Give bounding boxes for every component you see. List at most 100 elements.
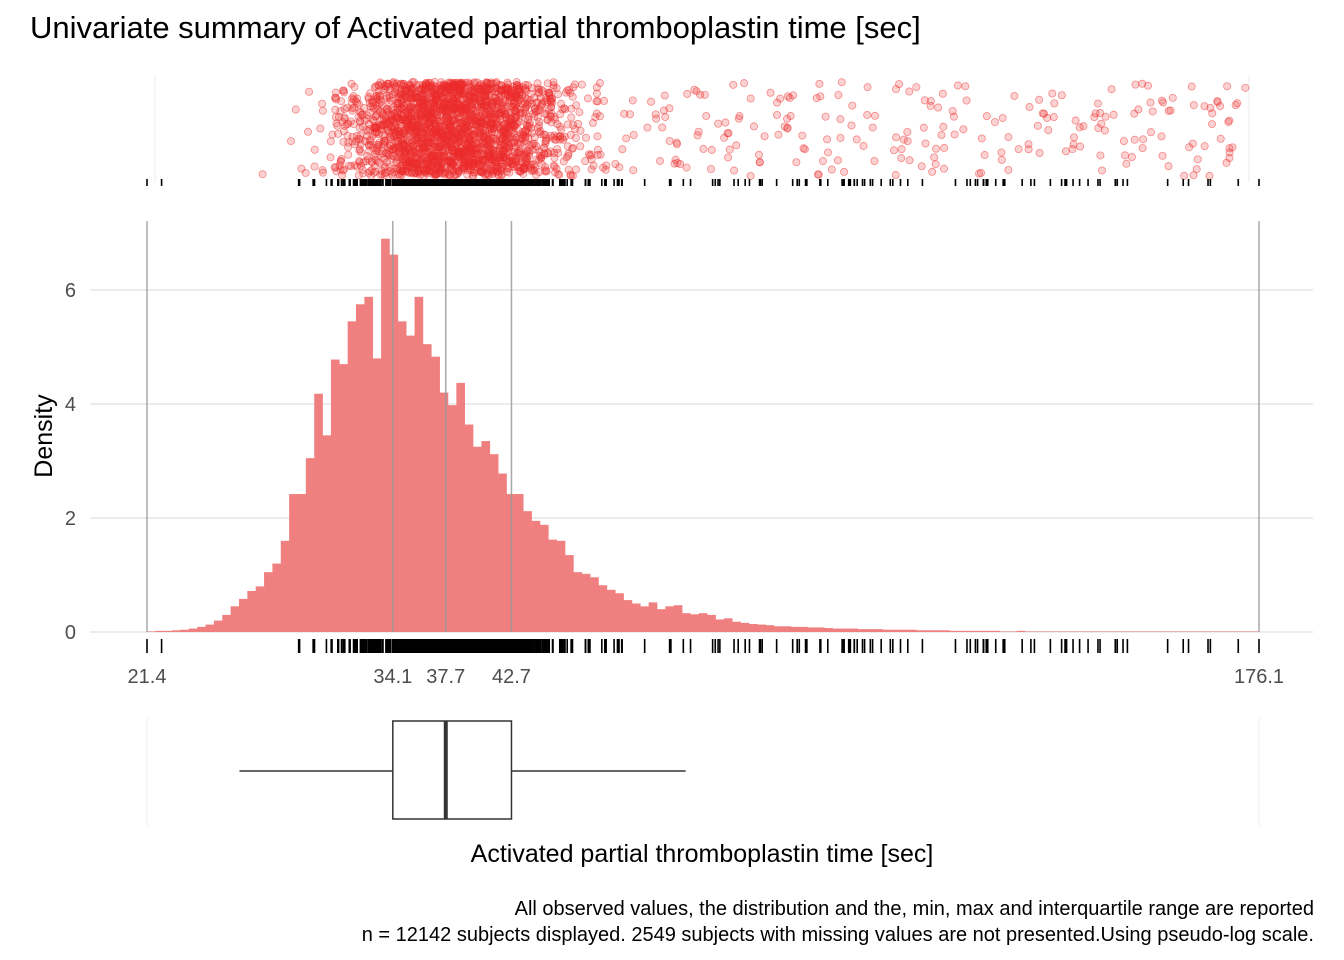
jitter-point — [328, 130, 337, 139]
jitter-point — [611, 159, 620, 168]
jitter-point — [912, 83, 921, 92]
histogram-bar — [949, 630, 959, 632]
jitter-point — [724, 153, 733, 162]
jitter-point — [451, 152, 460, 161]
histogram-bar — [748, 624, 758, 632]
jitter-point — [863, 110, 872, 119]
histogram-bar — [1108, 631, 1118, 632]
jitter-point — [903, 128, 912, 137]
jitter-point — [411, 94, 420, 103]
histogram-bar — [339, 364, 348, 632]
jitter-point — [564, 165, 573, 174]
jitter-point — [375, 95, 384, 104]
y-tick-label: 2 — [65, 508, 76, 530]
jitter-point — [953, 81, 962, 90]
jitter-point — [406, 103, 415, 112]
jitter-point — [533, 123, 542, 132]
histogram-bar — [205, 624, 215, 632]
jitter-point — [350, 82, 359, 91]
jitter-point — [940, 143, 949, 152]
jitter-point — [423, 147, 432, 156]
histogram-bar — [1242, 631, 1251, 632]
jitter-point — [348, 106, 357, 115]
jitter-point — [509, 103, 518, 112]
histogram-bar — [640, 606, 649, 632]
jitter-point — [366, 108, 375, 117]
jitter-point — [1071, 116, 1080, 125]
histogram-bar — [447, 405, 457, 632]
jitter-point — [1168, 93, 1177, 102]
histogram-bar — [147, 631, 156, 632]
histogram-bar — [924, 630, 934, 632]
jitter-point — [847, 121, 856, 130]
jitter-point — [852, 135, 861, 144]
histogram-bar — [456, 382, 466, 632]
jitter-point — [444, 95, 453, 104]
jitter-point — [437, 78, 446, 87]
histogram-bar — [498, 473, 507, 632]
jitter-point — [550, 135, 559, 144]
jitter-point — [310, 162, 319, 171]
jitter-point — [510, 137, 519, 146]
jitter-point — [552, 84, 561, 93]
jitter-point — [567, 113, 576, 122]
histogram-bar — [966, 630, 976, 632]
jitter-point — [356, 107, 365, 116]
jitter-point — [1148, 107, 1157, 116]
jitter-point — [553, 120, 562, 129]
jitter-point — [1225, 116, 1234, 125]
jitter-point — [372, 102, 381, 111]
jitter-point — [1101, 112, 1110, 121]
histogram-bar — [815, 627, 825, 632]
jitter-point — [899, 135, 908, 144]
histogram-bar — [1033, 631, 1042, 632]
jitter-point — [433, 116, 442, 125]
x-tick-labels: 21.4 34.1 37.7 42.7 176.1 — [128, 666, 1285, 688]
jitter-point — [917, 162, 926, 171]
jitter-point — [921, 139, 930, 148]
jitter-point — [492, 78, 501, 87]
jitter-point — [1164, 162, 1173, 171]
jitter-point — [286, 137, 295, 146]
jitter-point — [1205, 171, 1214, 180]
jitter-point — [474, 85, 483, 94]
histogram-bar — [172, 630, 181, 632]
histogram-bar — [1158, 631, 1168, 632]
jitter-point — [982, 112, 991, 121]
jitter-point — [409, 129, 418, 138]
jitter-point — [629, 130, 638, 139]
jitter-point — [446, 163, 455, 172]
jitter-point — [1098, 166, 1107, 175]
y-tick-label: 4 — [65, 394, 76, 416]
jitter-point — [707, 145, 716, 154]
histogram-bar — [1141, 631, 1151, 632]
histogram-bar — [431, 356, 440, 632]
jitter-point — [331, 88, 340, 97]
jitter-point — [755, 158, 764, 167]
jitter-point — [337, 97, 346, 106]
jitter-point — [528, 139, 537, 148]
jitter-point — [479, 102, 488, 111]
jitter-point — [714, 119, 723, 128]
jitter-point — [425, 138, 434, 147]
jitter-point — [700, 90, 709, 99]
histogram-bar — [514, 494, 524, 632]
jitter-point — [848, 101, 857, 110]
jitter-point — [977, 168, 986, 177]
caption-line-2: n = 12142 subjects displayed. 2549 subje… — [361, 924, 1314, 946]
histogram-bar — [439, 392, 449, 632]
histogram-bar — [356, 304, 365, 632]
histogram-bar — [840, 628, 850, 632]
histogram-bar — [1008, 631, 1017, 632]
jitter-point — [513, 81, 522, 90]
histogram-bar — [539, 524, 549, 632]
jitter-point — [706, 164, 715, 173]
jitter-point — [997, 155, 1006, 164]
histogram-bar — [272, 563, 282, 632]
jitter-point — [428, 156, 437, 165]
jitter-point — [393, 100, 402, 109]
jitter-point — [513, 148, 522, 157]
jitter-point — [527, 167, 536, 176]
histogram-bar — [523, 511, 532, 632]
jitter-point — [1166, 106, 1175, 115]
